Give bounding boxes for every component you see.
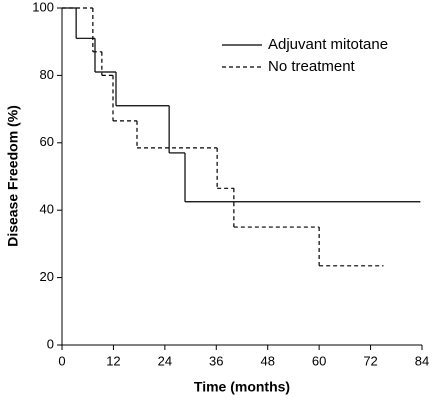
y-tick-label: 0 bbox=[47, 336, 54, 351]
x-axis-label: Time (months) bbox=[194, 379, 290, 395]
end-point bbox=[419, 201, 421, 203]
legend-label: Adjuvant mitotane bbox=[268, 36, 388, 53]
y-tick-label: 100 bbox=[32, 0, 54, 14]
y-tick-label: 60 bbox=[40, 134, 54, 149]
x-tick-label: 48 bbox=[260, 353, 274, 368]
end-point bbox=[382, 265, 384, 267]
y-tick-label: 20 bbox=[40, 269, 54, 284]
x-tick-label: 0 bbox=[58, 353, 65, 368]
x-tick-label: 84 bbox=[415, 353, 429, 368]
x-tick-label: 24 bbox=[158, 353, 172, 368]
legend-label: No treatment bbox=[268, 58, 356, 75]
x-tick-label: 60 bbox=[312, 353, 326, 368]
y-tick-label: 40 bbox=[40, 202, 54, 217]
y-tick-label: 80 bbox=[40, 67, 54, 82]
x-tick-label: 72 bbox=[363, 353, 377, 368]
x-tick-label: 12 bbox=[106, 353, 120, 368]
y-axis-label: Disease Freedom (%) bbox=[5, 105, 21, 247]
x-tick-label: 36 bbox=[209, 353, 223, 368]
